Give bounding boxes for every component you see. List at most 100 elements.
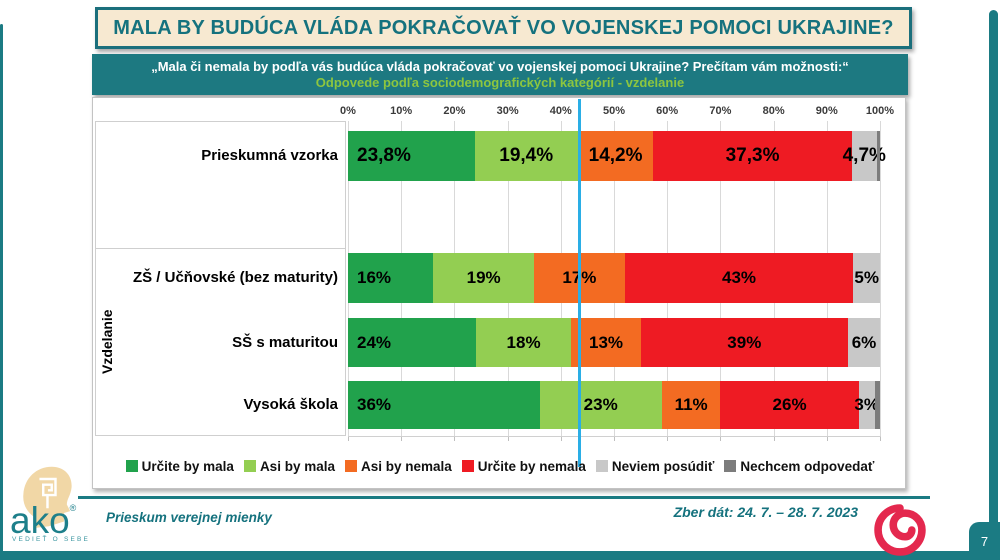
- spiral-logo-icon: [873, 503, 927, 557]
- ako-logo-tagline: VEDIEŤ O SEBE: [12, 536, 91, 543]
- legend-item: Nechcem odpovedať: [724, 459, 874, 474]
- bar-segment: 5%: [853, 253, 880, 303]
- bar-value-label: 4,7%: [842, 145, 886, 166]
- legend-swatch: [724, 460, 737, 472]
- stacked-bar: 24% 18% 13% 39% 6%: [348, 318, 880, 367]
- axis-tick-mark: [348, 436, 349, 441]
- x-axis-tick: 70%: [709, 105, 732, 117]
- legend-item: Neviem posúdiť: [595, 458, 715, 474]
- bar-segment: 14,2%: [577, 131, 654, 181]
- bar-value-label: 23%: [583, 395, 618, 414]
- bar-value-label: 13%: [588, 332, 624, 352]
- bar-value-label: 26%: [772, 395, 807, 414]
- legend-item: Určite by nemala: [461, 458, 586, 474]
- legend-label: Neviem posúdiť: [611, 458, 715, 474]
- x-axis-tick: 80%: [762, 105, 785, 117]
- legend-item: Asi by mala: [243, 458, 335, 474]
- legend-swatch: [344, 460, 357, 472]
- page-number: 7: [980, 533, 989, 549]
- bar-segment: [876, 131, 880, 181]
- bar-value-label: 3%: [854, 395, 879, 414]
- bar-segment: 39%: [640, 318, 849, 367]
- head-silhouette-icon: [16, 462, 78, 535]
- page-number-tab: 7: [969, 522, 1000, 560]
- bar-value-label: 23,8%: [357, 145, 411, 166]
- gridline: [880, 121, 881, 436]
- page-frame-bottom: [0, 551, 1000, 560]
- x-axis-tick: 20%: [443, 105, 466, 117]
- axis-tick-mark: [560, 436, 562, 441]
- axis-tick-mark: [454, 436, 456, 441]
- axis-tick-mark: [667, 436, 669, 441]
- category-label: Prieskumná vzorka: [201, 147, 338, 165]
- survey-question: „Mala či nemala by podľa vás budúca vlád…: [151, 59, 849, 74]
- x-axis-tick: 90%: [815, 105, 838, 117]
- bar-value-label: 6%: [851, 332, 877, 352]
- bar-segment: 4,7%: [843, 131, 886, 181]
- ako-logo-text: ako®: [10, 500, 77, 541]
- bar-segment: 26%: [720, 381, 859, 429]
- footer-collection-dates: Zber dát: 24. 7. – 28. 7. 2023: [673, 504, 858, 520]
- legend-label: Určite by mala: [141, 458, 234, 474]
- ako-logo: ako® VEDIEŤ O SEBE: [8, 462, 93, 554]
- x-axis-tick: 40%: [549, 105, 572, 117]
- bar-value-label: 14,2%: [588, 145, 643, 166]
- legend-swatch: [125, 460, 138, 472]
- bar-value-label: 36%: [357, 395, 392, 414]
- x-axis-tick: 0%: [340, 105, 356, 117]
- reference-line: [578, 99, 582, 467]
- footer-divider: [78, 496, 930, 499]
- x-axis-tick: 50%: [602, 105, 626, 117]
- x-axis-tick: 60%: [656, 105, 679, 117]
- chart-legend: Určite by mala Asi by mala Asi by nemala Ur…: [95, 453, 905, 479]
- x-axis-tick: 30%: [496, 105, 519, 117]
- subtitle-band: „Mala či nemala by podľa vás budúca vlád…: [92, 54, 908, 95]
- axis-tick-mark: [773, 436, 775, 441]
- x-axis-tick: 10%: [390, 105, 413, 117]
- page-frame-right: [989, 10, 998, 554]
- page-frame-left: [0, 24, 3, 554]
- bar-segment: 18%: [475, 318, 572, 367]
- title-box: MALA BY BUDÚCA VLÁDA POKRAČOVAŤ VO VOJEN…: [95, 7, 912, 49]
- legend-label: Určite by nemala: [477, 458, 586, 474]
- bar-value-label: 39%: [727, 332, 762, 352]
- bar-value-label: 11%: [674, 395, 708, 414]
- legend-label: Asi by mala: [259, 458, 335, 474]
- bar-value-label: 16%: [357, 268, 392, 287]
- bar-segment: 23,8%: [348, 131, 475, 181]
- legend-swatch: [461, 460, 474, 472]
- bar-segment: 6%: [848, 318, 880, 367]
- legend-swatch: [243, 460, 256, 472]
- survey-breakdown-note: Odpovede podľa sociodemografických kateg…: [315, 75, 685, 90]
- bar-segment: 24%: [348, 318, 476, 367]
- bar-segment: 23%: [539, 381, 662, 429]
- axis-tick-mark: [880, 436, 881, 441]
- bar-value-label: 43%: [721, 268, 757, 287]
- bar-value-label: 5%: [854, 268, 879, 287]
- axis-tick-mark: [507, 436, 509, 441]
- bar-value-label: 19%: [466, 268, 501, 287]
- page-title: MALA BY BUDÚCA VLÁDA POKRAČOVAŤ VO VOJEN…: [113, 16, 894, 39]
- footer-survey-type: Prieskum verejnej mienky: [106, 510, 272, 525]
- legend-item: Určite by mala: [125, 458, 234, 474]
- category-label: ZŠ / Učňovské (bez maturity): [132, 269, 338, 287]
- bar-segment: 43%: [624, 253, 854, 303]
- stacked-bar: 36% 23% 11% 26% 3%: [348, 381, 880, 429]
- category-label: Vysoká škola: [243, 396, 338, 414]
- category-label-panel: [95, 121, 346, 436]
- legend-swatch: [595, 460, 608, 472]
- x-axis-line: [348, 436, 881, 437]
- category-label: SŠ s maturitou: [232, 333, 338, 351]
- bar-segment: 19,4%: [474, 131, 578, 181]
- axis-tick-mark: [720, 436, 722, 441]
- bar-segment: 16%: [348, 253, 434, 303]
- bar-segment: 36%: [348, 381, 540, 429]
- bar-segment: [874, 381, 880, 429]
- axis-tick-mark: [826, 436, 828, 441]
- bar-value-label: 19,4%: [499, 145, 554, 166]
- axis-tick-mark: [614, 436, 615, 441]
- legend-item: Asi by nemala: [344, 459, 452, 474]
- bar-value-label: 37,3%: [725, 145, 780, 166]
- bar-value-label: 18%: [506, 332, 541, 352]
